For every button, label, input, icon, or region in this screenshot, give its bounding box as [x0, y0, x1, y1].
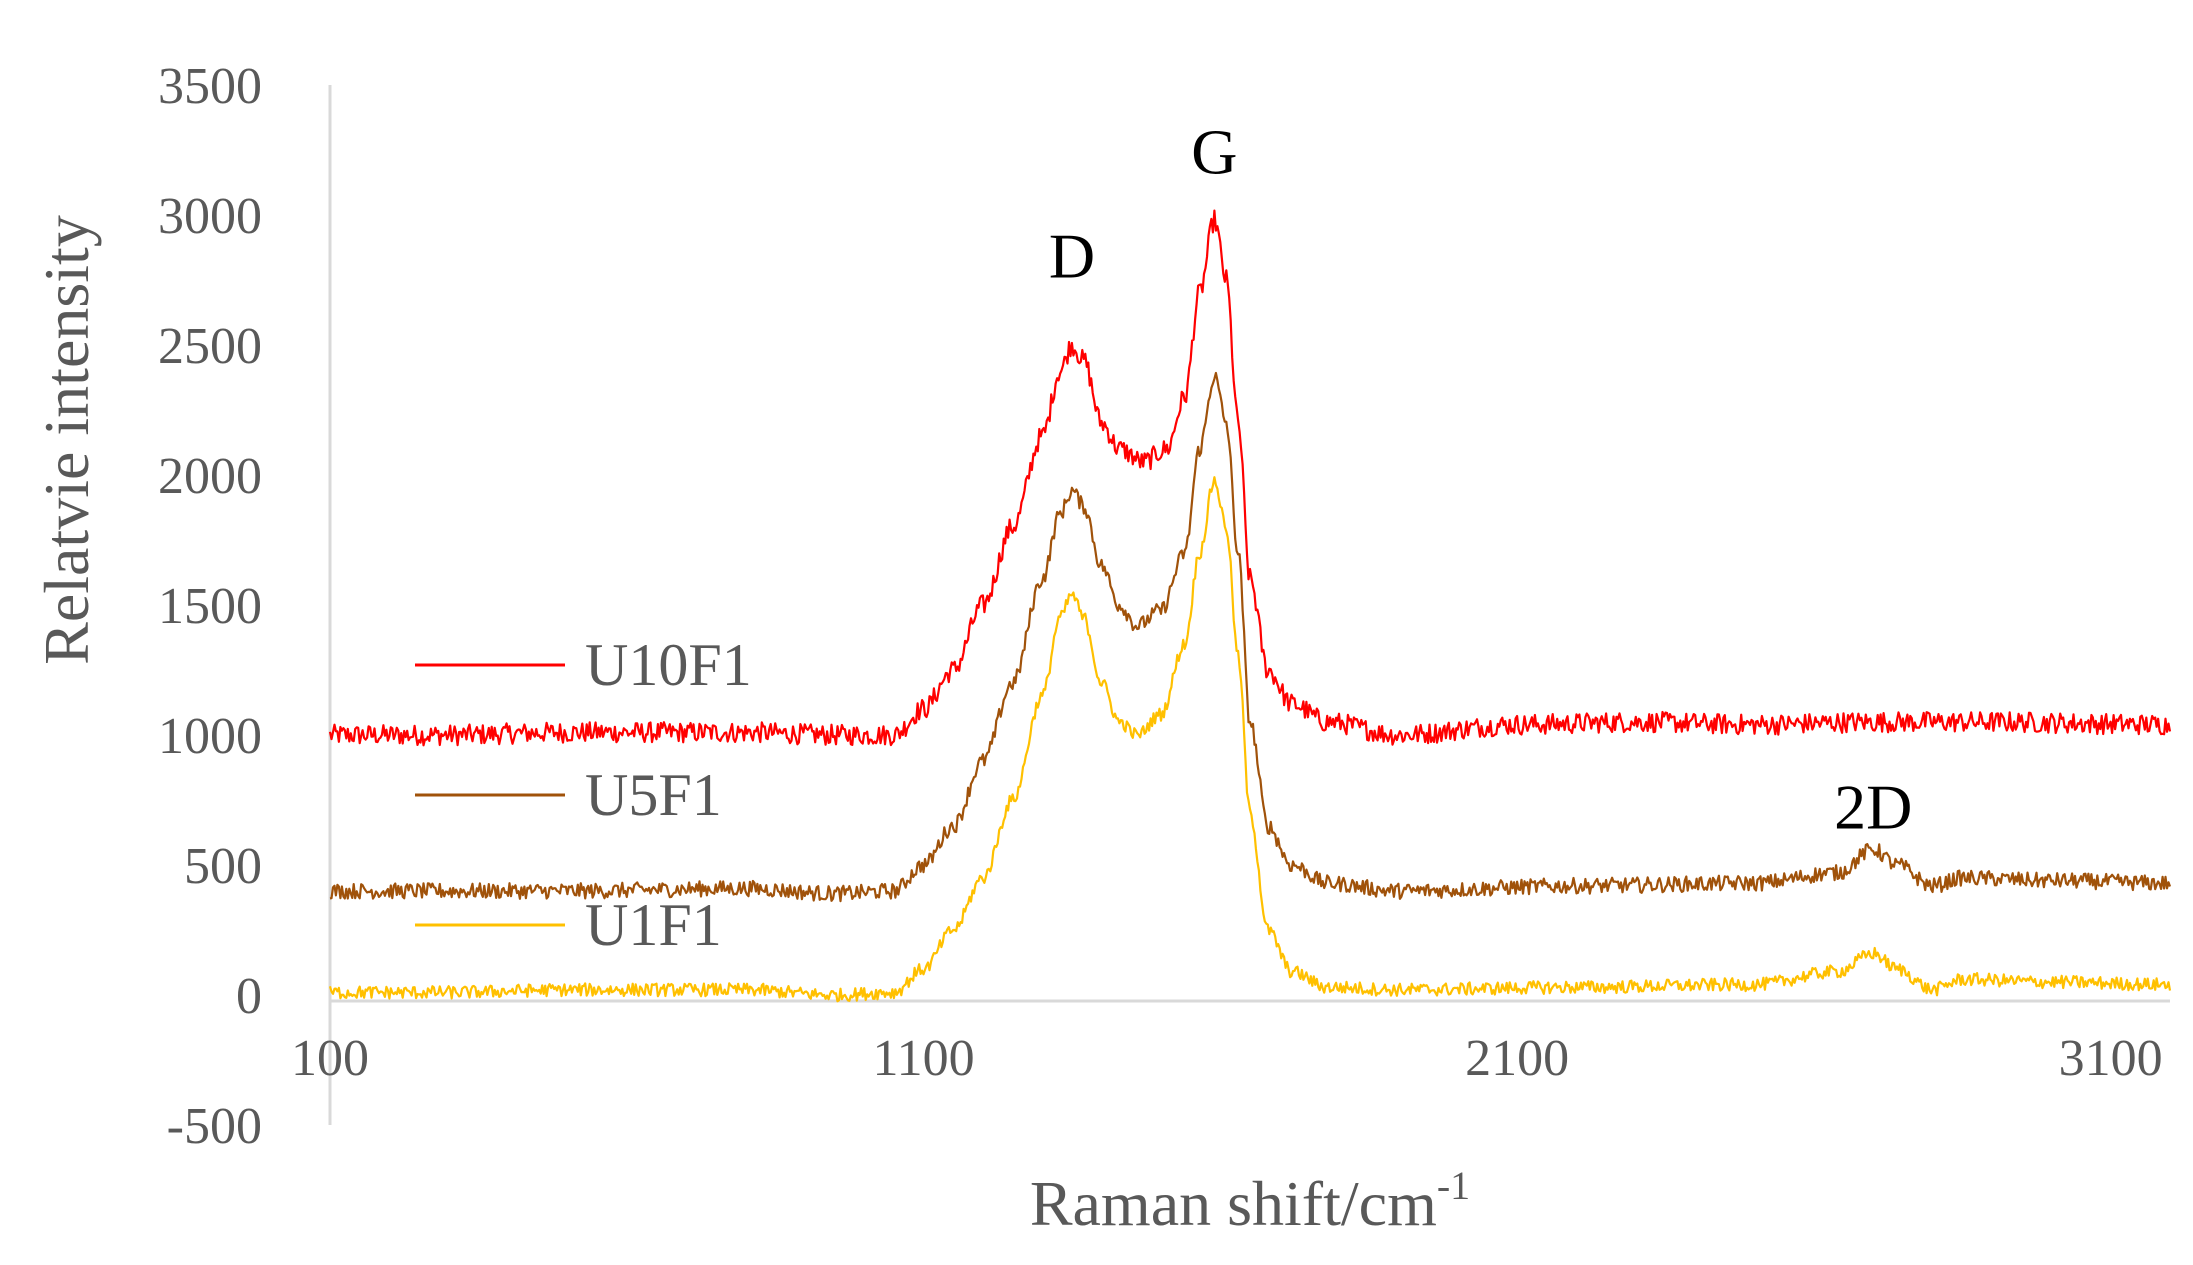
y-tick-label: 0 [236, 968, 262, 1025]
y-tick-label: 500 [184, 838, 262, 895]
x-tick-label: 1100 [873, 1030, 975, 1087]
legend-label-u5f1: U5F1 [585, 762, 722, 828]
series-lines [328, 209, 2172, 1003]
x-tick-labels: 100 1100 2100 3100 [291, 1030, 2163, 1087]
y-tick-label: 2500 [158, 318, 262, 375]
peak-label-d: D [1049, 220, 1095, 291]
x-tick-label: 2100 [1465, 1030, 1569, 1087]
x-axis-title-text: Raman shift/cm [1030, 1168, 1437, 1239]
x-tick-label: 100 [291, 1030, 369, 1087]
y-axis-title: Relatvie intensity [31, 215, 102, 665]
x-tick-label: 3100 [2059, 1030, 2163, 1087]
legend-label-u1f1: U1F1 [585, 892, 722, 958]
peak-annotations: D G 2D [1049, 116, 1913, 842]
y-tick-label: 1500 [158, 578, 262, 635]
y-tick-label: 3000 [158, 188, 262, 245]
y-tick-label: 1000 [158, 708, 262, 765]
x-axis-title-superscript: -1 [1437, 1163, 1470, 1208]
peak-label-2d: 2D [1834, 772, 1912, 843]
series-line-u10f1 [328, 209, 2172, 747]
legend: U10F1 U5F1 U1F1 [415, 632, 752, 958]
y-tick-label: -500 [167, 1098, 262, 1155]
legend-label-u10f1: U10F1 [585, 632, 752, 698]
series-line-u5f1 [329, 371, 2172, 903]
peak-label-g: G [1191, 116, 1237, 187]
y-tick-label: 2000 [158, 448, 262, 505]
x-axis-title: Raman shift/cm-1 [1030, 1163, 1470, 1239]
series-line-u1f1 [328, 476, 2172, 1003]
y-tick-labels: -500 0 500 1000 1500 2000 2500 3000 3500 [158, 58, 262, 1155]
y-tick-label: 3500 [158, 58, 262, 115]
